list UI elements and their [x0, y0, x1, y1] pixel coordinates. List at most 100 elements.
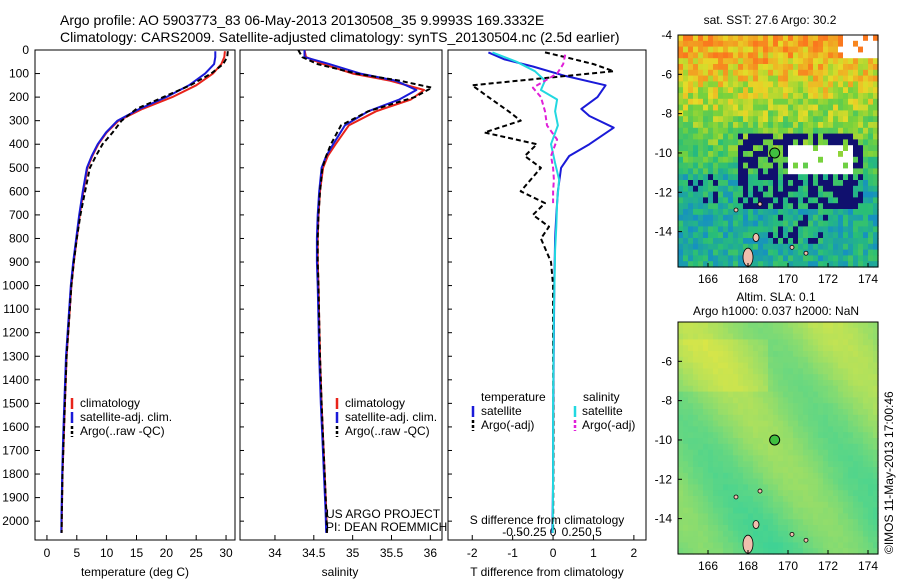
- map-cell: [748, 220, 754, 227]
- map-cell: [818, 116, 824, 123]
- map-cell: [798, 93, 804, 100]
- map-cell: [748, 362, 754, 369]
- map-cell: [833, 93, 839, 100]
- map-cell: [693, 116, 699, 123]
- map-cell: [773, 356, 779, 364]
- map-cell: [693, 374, 699, 381]
- map-cell: [738, 214, 744, 222]
- map-cell: [708, 220, 714, 227]
- map-cell: [733, 351, 739, 358]
- map-cell: [733, 322, 739, 329]
- map-cell: [758, 472, 764, 480]
- map-cell: [858, 104, 864, 111]
- map-cell: [818, 374, 824, 381]
- map-cell: [718, 104, 724, 111]
- map-cell: [738, 180, 744, 187]
- map-cell: [798, 501, 804, 509]
- map-cell: [678, 93, 684, 100]
- map-cell: [788, 145, 794, 152]
- map-cell: [793, 409, 799, 416]
- map-cell: [838, 513, 844, 520]
- map-cell: [708, 110, 714, 117]
- map-cell: [853, 548, 859, 555]
- map-cell: [868, 162, 874, 169]
- map-cell: [808, 35, 814, 42]
- map-cell: [853, 58, 859, 65]
- map-cell: [813, 438, 819, 445]
- map-cell: [798, 409, 804, 416]
- map-cell: [748, 139, 754, 146]
- map-cell: [778, 397, 784, 404]
- map-cell: [858, 536, 864, 543]
- map-cell: [868, 139, 874, 146]
- map-cell: [678, 185, 684, 193]
- map-cell: [863, 162, 869, 169]
- map-cell: [853, 542, 859, 549]
- map-cell: [693, 122, 699, 129]
- map-cell: [718, 374, 724, 381]
- map-cell: [698, 156, 704, 164]
- map-cell: [723, 536, 729, 543]
- map-cell: [828, 345, 834, 352]
- map-cell: [738, 75, 744, 82]
- map-cell: [793, 214, 799, 222]
- map-cell: [753, 162, 759, 169]
- map-cell: [848, 519, 854, 526]
- map-cell: [853, 185, 859, 193]
- map-cell: [848, 507, 854, 514]
- map-cell: [683, 362, 689, 369]
- map-cell: [753, 220, 759, 227]
- map-cell: [683, 368, 689, 375]
- map-cell: [753, 180, 759, 187]
- map-cell: [758, 232, 764, 239]
- map-cell: [833, 339, 839, 346]
- map-cell: [808, 156, 814, 164]
- map-cell: [808, 490, 814, 497]
- map-cell: [758, 391, 764, 398]
- map-cell: [838, 180, 844, 187]
- map-cell: [688, 64, 694, 71]
- map-cell: [738, 449, 744, 456]
- map-cell: [788, 490, 794, 497]
- map-cell: [873, 542, 879, 549]
- map-cell: [718, 362, 724, 369]
- map-cell: [768, 530, 774, 538]
- map-cell: [838, 249, 844, 256]
- x-tick-label: 34: [268, 546, 282, 560]
- map-cell: [853, 249, 859, 256]
- map-cell: [738, 443, 744, 451]
- map-cell: [693, 93, 699, 100]
- map-cell: [788, 151, 794, 158]
- map-cell: [788, 548, 794, 555]
- map-cell: [773, 409, 779, 416]
- map-cell: [873, 220, 879, 227]
- map-cell: [743, 87, 749, 94]
- map-cell: [858, 232, 864, 239]
- map-cell: [733, 69, 739, 77]
- map-cell: [803, 255, 809, 262]
- map-cell: [773, 69, 779, 77]
- map-cell: [733, 536, 739, 543]
- map-cell: [823, 339, 829, 346]
- map-cell: [828, 525, 834, 532]
- map-cell: [708, 438, 714, 445]
- map-cell: [683, 380, 689, 387]
- map-cell: [873, 58, 879, 65]
- map-cell: [708, 52, 714, 59]
- map-cell: [728, 104, 734, 111]
- map-cell: [743, 420, 749, 427]
- map-cell: [713, 507, 719, 514]
- map-cell: [838, 226, 844, 233]
- map-cell: [728, 174, 734, 181]
- map-cell: [798, 220, 804, 227]
- map-cell: [803, 438, 809, 445]
- map-cell: [788, 368, 794, 375]
- map-cell: [788, 209, 794, 216]
- map-cell: [773, 530, 779, 538]
- map-cell: [698, 374, 704, 381]
- map-cell: [823, 52, 829, 59]
- map-cell: [793, 168, 799, 175]
- map-cell: [693, 232, 699, 239]
- map-cell: [838, 420, 844, 427]
- map-cell: [843, 472, 849, 480]
